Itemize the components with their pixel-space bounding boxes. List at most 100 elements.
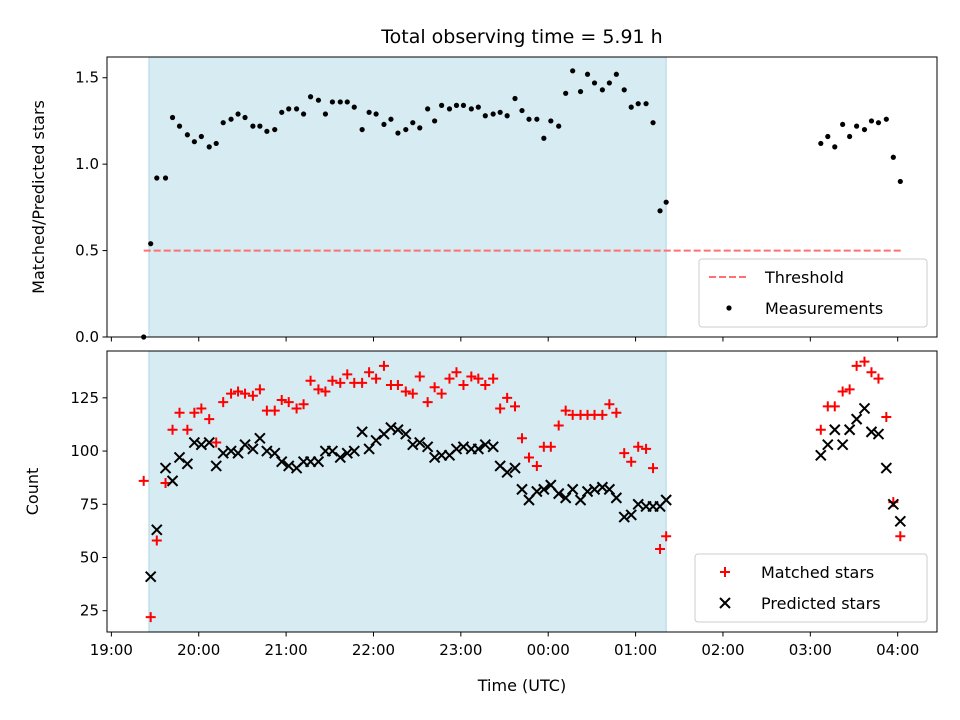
- data-point: [272, 126, 278, 133]
- axes-frame: [106, 56, 938, 338]
- data-point: [162, 175, 169, 181]
- data-point: [385, 421, 397, 434]
- y-tick-label: 0.0: [75, 328, 99, 346]
- data-point: [851, 360, 862, 371]
- data-point: [844, 384, 855, 395]
- data-point: [480, 380, 491, 391]
- data-point: [176, 123, 183, 129]
- data-point: [657, 208, 663, 214]
- data-point: [188, 436, 201, 449]
- data-point: [410, 120, 416, 126]
- x-tick-label: 23:00: [439, 641, 482, 659]
- data-point: [371, 373, 382, 384]
- data-point: [239, 438, 251, 451]
- data-point: [300, 111, 307, 117]
- data-point: [504, 113, 510, 119]
- data-point: [210, 460, 222, 472]
- data-point: [364, 367, 375, 378]
- data-point: [432, 118, 438, 124]
- data-point: [650, 120, 656, 126]
- data-point: [173, 451, 186, 464]
- data-point: [836, 438, 849, 451]
- data-point: [628, 104, 634, 110]
- data-point: [597, 409, 608, 420]
- data-point: [453, 102, 460, 108]
- data-point: [145, 612, 156, 623]
- legend-matched-swatch: [720, 567, 730, 577]
- data-point: [516, 483, 528, 496]
- data-point: [840, 121, 846, 128]
- data-point: [422, 397, 433, 408]
- data-point: [596, 481, 609, 493]
- data-point: [286, 106, 292, 112]
- x-tick-label: 19:00: [90, 641, 133, 659]
- data-point: [189, 407, 200, 418]
- data-point: [359, 126, 365, 133]
- data-point: [144, 570, 157, 583]
- data-point: [342, 369, 353, 380]
- data-point: [865, 426, 878, 438]
- data-point: [182, 424, 193, 435]
- data-point: [169, 114, 176, 121]
- data-point: [326, 445, 339, 457]
- data-point: [883, 116, 889, 122]
- data-point: [400, 386, 411, 397]
- data-point: [890, 154, 896, 160]
- data-point: [531, 485, 543, 498]
- data-point: [660, 494, 672, 506]
- data-point: [563, 90, 569, 96]
- legend-box: [698, 258, 928, 328]
- data-point: [414, 371, 425, 382]
- data-point: [556, 123, 562, 129]
- data-point: [566, 483, 579, 496]
- data-point: [247, 443, 259, 455]
- y-tick-label: 1.0: [75, 155, 99, 173]
- data-point: [225, 445, 237, 457]
- data-point: [240, 388, 251, 399]
- data-point: [159, 462, 172, 474]
- data-point: [545, 441, 556, 452]
- data-point: [661, 531, 672, 542]
- data-point: [242, 114, 248, 121]
- y-axis-label: Matched/Predicted stars: [29, 100, 48, 294]
- data-point: [148, 241, 154, 247]
- data-point: [403, 126, 409, 133]
- data-point: [897, 178, 903, 185]
- data-point: [655, 543, 666, 554]
- data-point: [663, 199, 669, 205]
- chart-title: Total observing time = 5.91 h: [380, 26, 662, 48]
- data-point: [591, 80, 598, 86]
- legend-predicted-swatch: [719, 597, 731, 609]
- data-point: [526, 116, 532, 122]
- data-point: [497, 109, 503, 115]
- data-point: [154, 175, 160, 181]
- data-point: [473, 373, 484, 384]
- data-point: [269, 447, 281, 459]
- data-point: [203, 436, 215, 449]
- data-point: [446, 106, 453, 112]
- data-point: [305, 375, 316, 386]
- data-point: [894, 515, 907, 528]
- series-measurements: [141, 68, 903, 340]
- data-point: [648, 463, 659, 474]
- data-point: [603, 483, 616, 496]
- data-point: [611, 407, 622, 418]
- data-point: [604, 399, 615, 410]
- data-point: [315, 97, 322, 103]
- data-point: [313, 384, 324, 395]
- legend-label: Predicted stars: [761, 594, 881, 613]
- data-point: [854, 123, 860, 129]
- data-point: [407, 388, 418, 399]
- data-point: [818, 140, 824, 147]
- data-point: [466, 371, 477, 382]
- data-point: [482, 113, 488, 119]
- data-point: [351, 104, 357, 110]
- data-point: [291, 403, 302, 414]
- data-point: [184, 132, 190, 138]
- data-point: [363, 443, 375, 455]
- y-axis-label: Count: [23, 468, 42, 516]
- data-point: [837, 386, 848, 397]
- data-point: [421, 441, 434, 453]
- y-tick-label: 100: [70, 442, 99, 460]
